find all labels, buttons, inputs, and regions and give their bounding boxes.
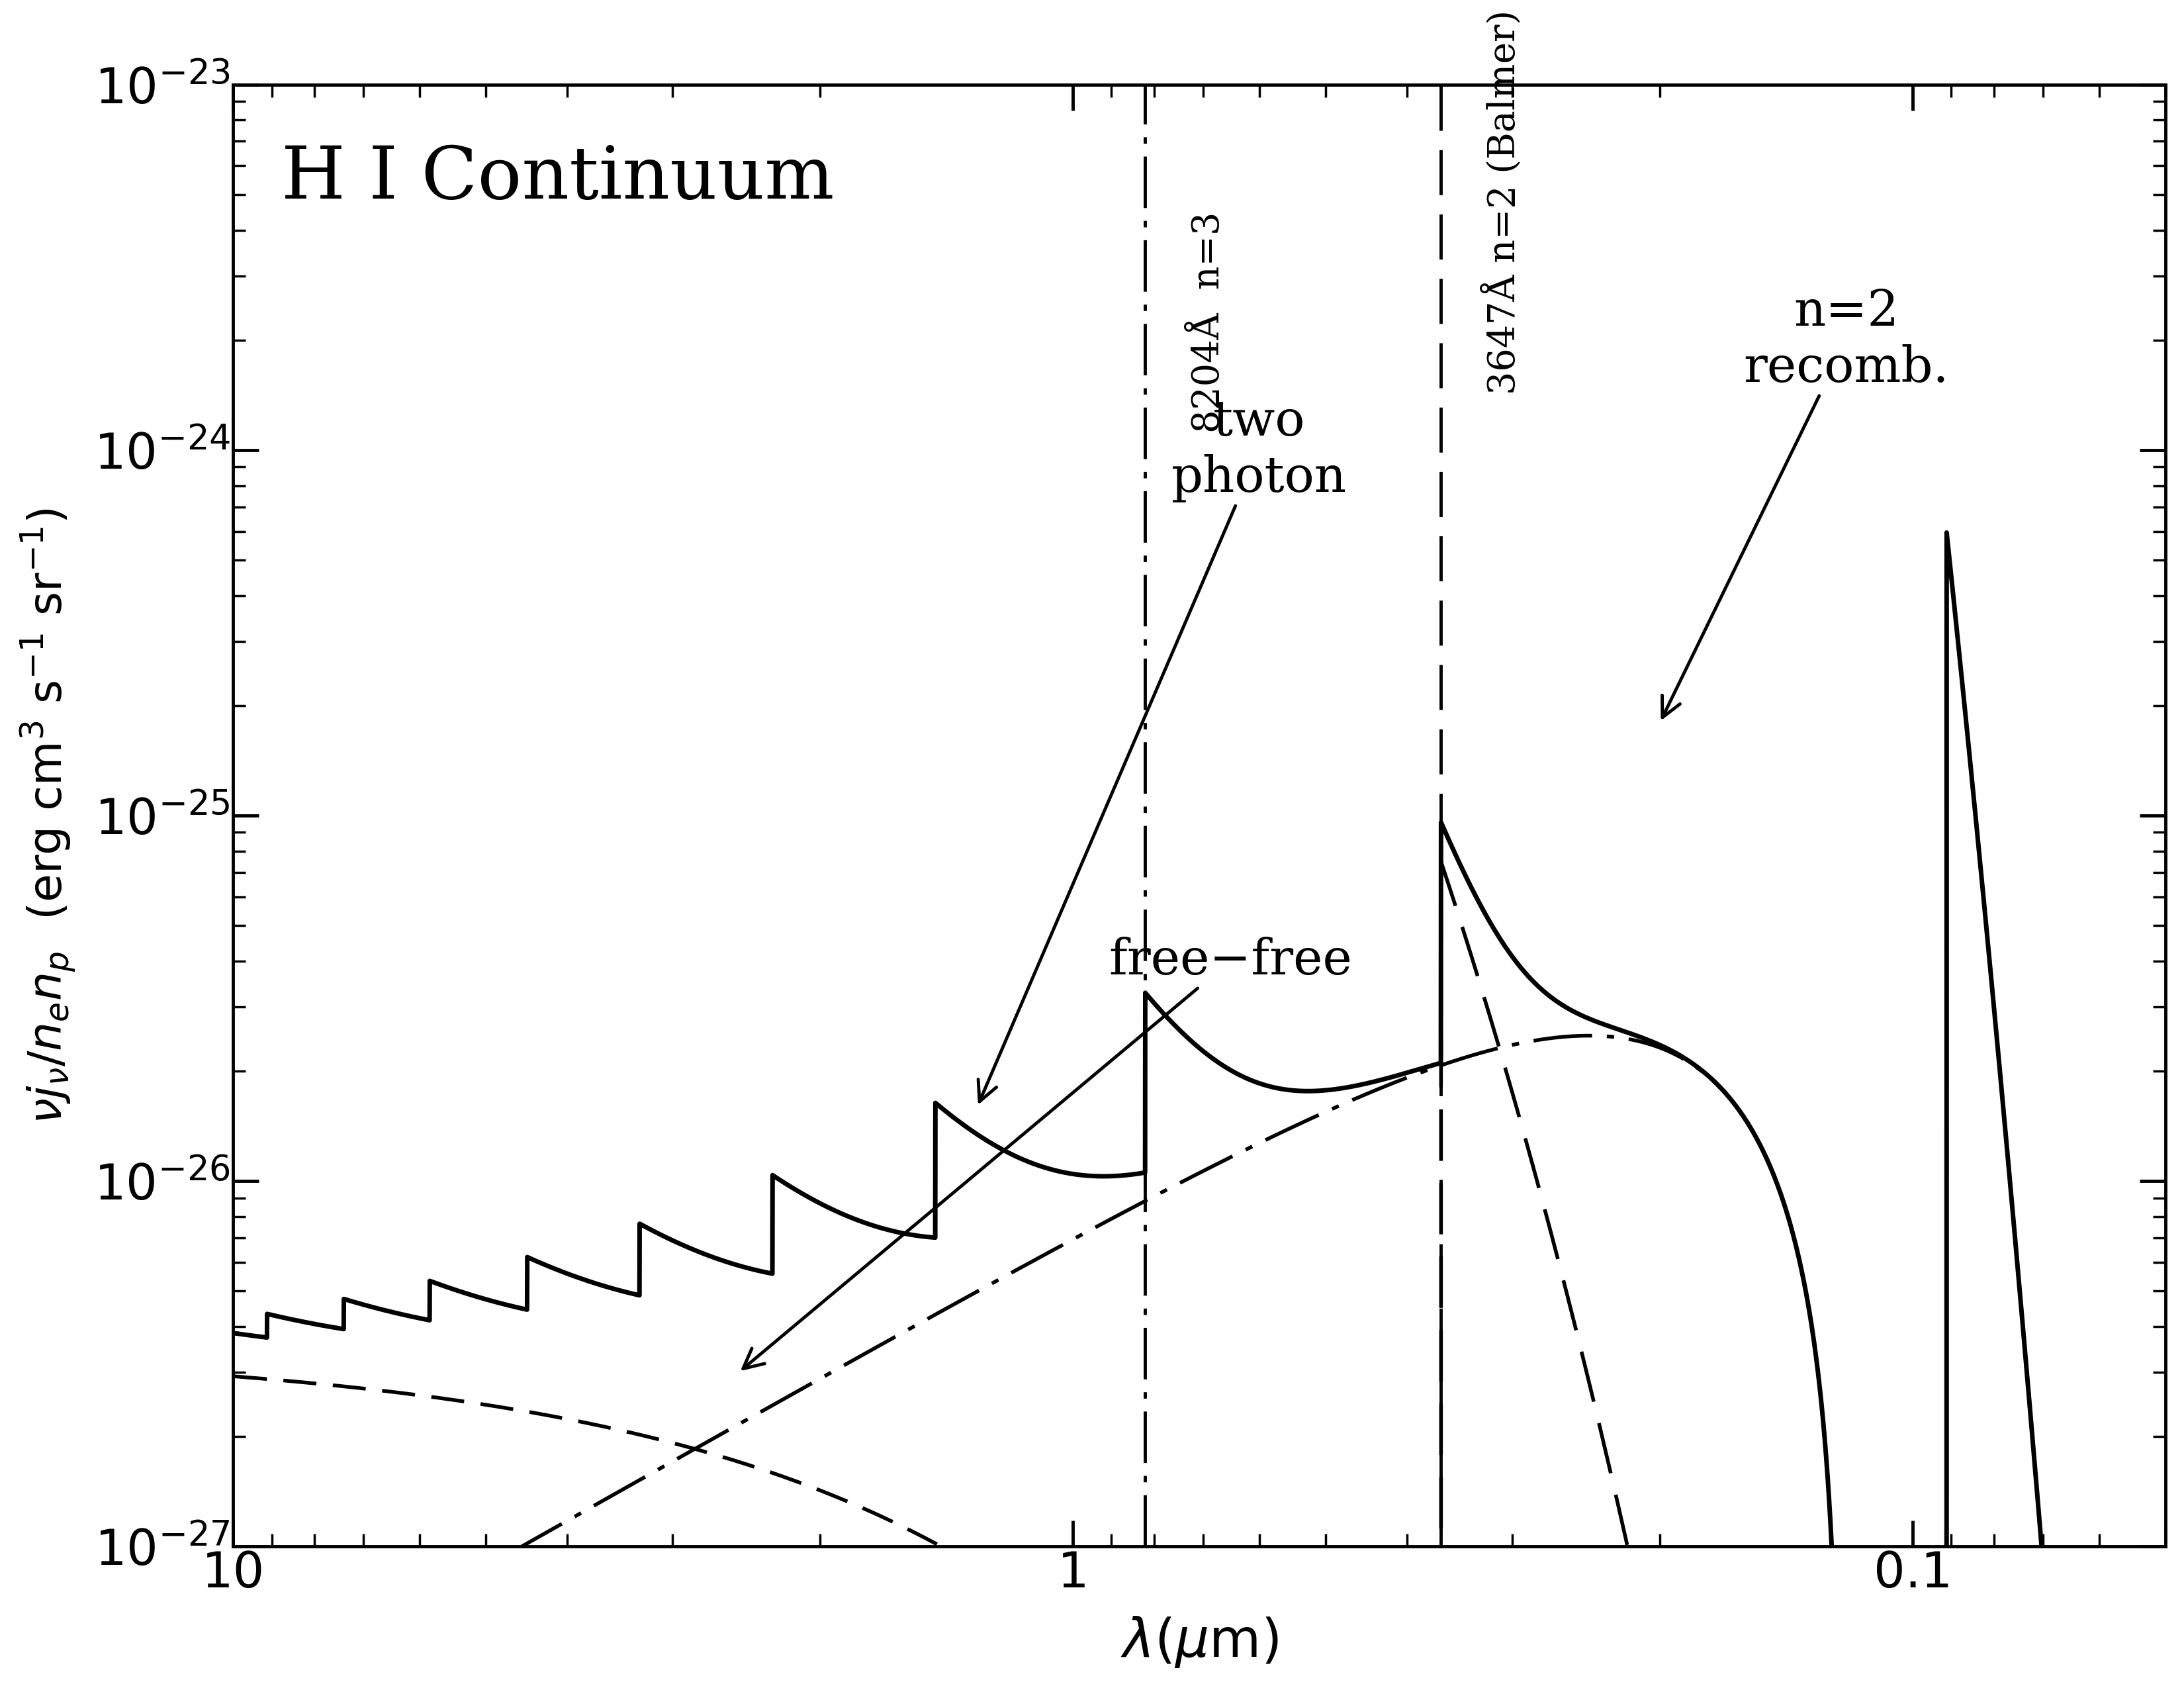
Y-axis label: $\nu j_\nu/n_e n_p\ \ ({\rm erg\ cm^3\ s^{-1}\ sr^{-1}})$: $\nu j_\nu/n_e n_p\ \ ({\rm erg\ cm^3\ s… (17, 508, 76, 1124)
Text: n=2
recomb.: n=2 recomb. (1662, 289, 1948, 717)
Text: H I Continuum: H I Continuum (282, 143, 834, 214)
Text: 3647Å n=2 (Balmer): 3647Å n=2 (Balmer) (1483, 10, 1522, 395)
Text: free−free: free−free (743, 937, 1352, 1369)
X-axis label: $\lambda(\mu{\rm m})$: $\lambda(\mu{\rm m})$ (1120, 1615, 1278, 1669)
Text: two
photon: two photon (978, 398, 1348, 1102)
Text: 8204Å  n=3: 8204Å n=3 (1190, 211, 1227, 432)
